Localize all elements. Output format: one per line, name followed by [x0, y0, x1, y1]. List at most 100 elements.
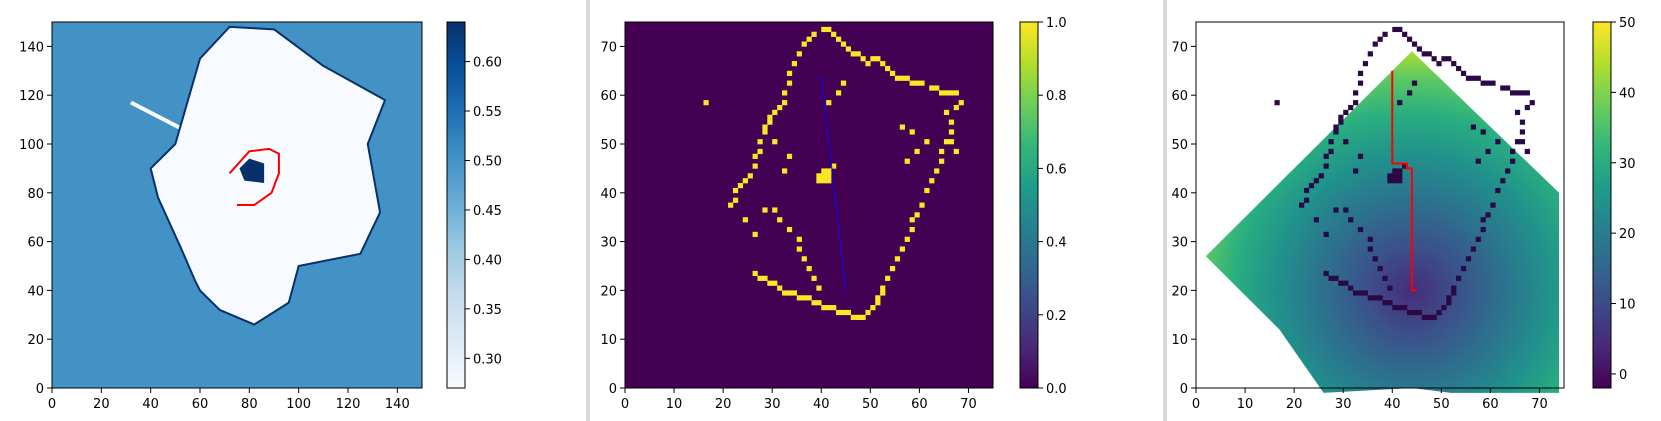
occupied-cell — [850, 314, 856, 320]
occupied-cell — [880, 290, 886, 296]
occupied-cell — [914, 212, 920, 218]
obstacle-cell — [1421, 314, 1427, 320]
distance-diamond — [1205, 51, 1560, 393]
obstacle-cell — [1500, 178, 1506, 184]
obstacle-cell — [1524, 90, 1530, 96]
occupied-cell — [924, 187, 930, 194]
occupied-cell — [826, 100, 832, 106]
colorbar-tick-label: 0.55 — [473, 105, 502, 120]
occupied-cell — [816, 300, 822, 306]
occupied-cell — [801, 295, 807, 301]
colorbar-tick-label: 0.0 — [1046, 382, 1067, 397]
y-tick-label: 70 — [1171, 40, 1188, 55]
obstacle-cell — [1328, 148, 1334, 155]
x-tick-label: 20 — [93, 397, 110, 412]
obstacle-cell — [1485, 80, 1491, 86]
obstacle-cell — [1397, 26, 1403, 33]
obstacle-cell — [1490, 202, 1496, 208]
occupied-cell — [777, 285, 783, 291]
occupied-cell — [860, 314, 866, 320]
x-tick-label: 40 — [1384, 397, 1401, 412]
occupied-cell — [806, 266, 812, 272]
occupied-cell — [880, 285, 886, 291]
occupied-cell — [752, 231, 758, 238]
y-tick-label: 10 — [600, 333, 617, 348]
colorbar-frame — [1019, 21, 1039, 389]
obstacle-cell — [1343, 207, 1349, 213]
occupied-cell — [801, 256, 807, 262]
occupied-cell — [948, 119, 955, 125]
occupied-cell — [752, 270, 758, 277]
occupied-cell — [904, 236, 910, 242]
obstacle-cell — [1348, 104, 1354, 111]
occupied-cell — [757, 139, 763, 145]
colorbar-tick-label: 0.40 — [473, 253, 502, 268]
obstacle-cell — [1480, 129, 1486, 135]
obstacle-cell — [1387, 173, 1393, 179]
occupied-cell — [796, 236, 802, 242]
obstacle-cell — [1524, 148, 1530, 155]
occupied-cell — [845, 46, 852, 52]
occupied-cell — [889, 70, 896, 76]
occupied-cell — [821, 168, 827, 174]
occupied-cell — [831, 31, 837, 37]
occupied-cell — [811, 31, 817, 37]
colorbar-tick-label: 10 — [1619, 298, 1636, 313]
obstacle-cell — [1343, 109, 1349, 116]
occupied-cell — [816, 178, 822, 184]
obstacle-cell — [1333, 129, 1339, 135]
obstacle-cell — [1348, 217, 1354, 223]
panel-divider-right — [1163, 0, 1167, 421]
obstacle-cell — [1490, 80, 1496, 86]
occupancy-axes: 0 20 40 60 80 100 120 140 0 20 40 60 80 100 120 140 — [19, 21, 423, 412]
obstacle-cell — [1382, 31, 1388, 37]
colorbar-frame — [1592, 21, 1612, 389]
obstacle-cell — [1353, 100, 1359, 106]
occupied-cell — [919, 202, 925, 208]
plot-frame — [1195, 21, 1565, 389]
obstacle-cell — [1353, 168, 1359, 174]
y-tick-label: 30 — [1171, 236, 1188, 251]
occupied-cell — [786, 153, 793, 159]
obstacle-cell — [1519, 90, 1526, 96]
y-tick-label: 0 — [609, 382, 617, 397]
occupied-cell — [840, 80, 847, 86]
plot-frame — [51, 21, 423, 389]
colorbar-tick-label: 0.60 — [473, 56, 502, 71]
obstacle-cell — [1357, 80, 1364, 86]
colorbar-tick-label: 0.6 — [1046, 162, 1067, 177]
obstacle-cell — [1377, 266, 1383, 272]
occupied-cell — [860, 56, 866, 62]
free-space-ray — [130, 100, 189, 134]
binary-obstacle-heatmap — [625, 22, 993, 388]
occupied-cell — [885, 65, 891, 72]
occupied-cell — [855, 51, 861, 57]
obstacle-cell — [1328, 139, 1334, 145]
colorbar-gradient — [1593, 22, 1611, 388]
x-tick-label: 0 — [48, 397, 56, 412]
colorbar-tick-label: 0.50 — [473, 154, 502, 169]
obstacle-cell — [1338, 280, 1344, 286]
obstacle-cell — [1411, 80, 1418, 86]
obstacle-cell — [1406, 36, 1413, 42]
occupied-cell — [742, 178, 748, 184]
obstacle-cell — [1505, 168, 1511, 174]
occupied-cell — [943, 139, 950, 145]
obstacle-cell — [1475, 75, 1481, 81]
occupied-cell — [948, 129, 955, 135]
occupied-cell — [831, 305, 837, 311]
x-tick-label: 40 — [813, 397, 830, 412]
occupied-cell — [826, 173, 832, 179]
obstacle-cell — [1470, 124, 1476, 130]
colorbar-tick-label: 0.35 — [473, 303, 502, 318]
obstacle-blob — [239, 158, 265, 184]
obstacle-cell — [1328, 275, 1334, 281]
obstacle-cell — [1348, 285, 1354, 291]
obstacle-cell — [1387, 285, 1393, 291]
obstacle-cell — [1333, 124, 1339, 130]
x-tick-label: 60 — [1482, 397, 1499, 412]
y-tick-label: 20 — [600, 284, 617, 299]
occupied-cell — [939, 148, 945, 155]
obstacle-cell — [1367, 246, 1373, 252]
occupied-cell — [939, 158, 945, 164]
